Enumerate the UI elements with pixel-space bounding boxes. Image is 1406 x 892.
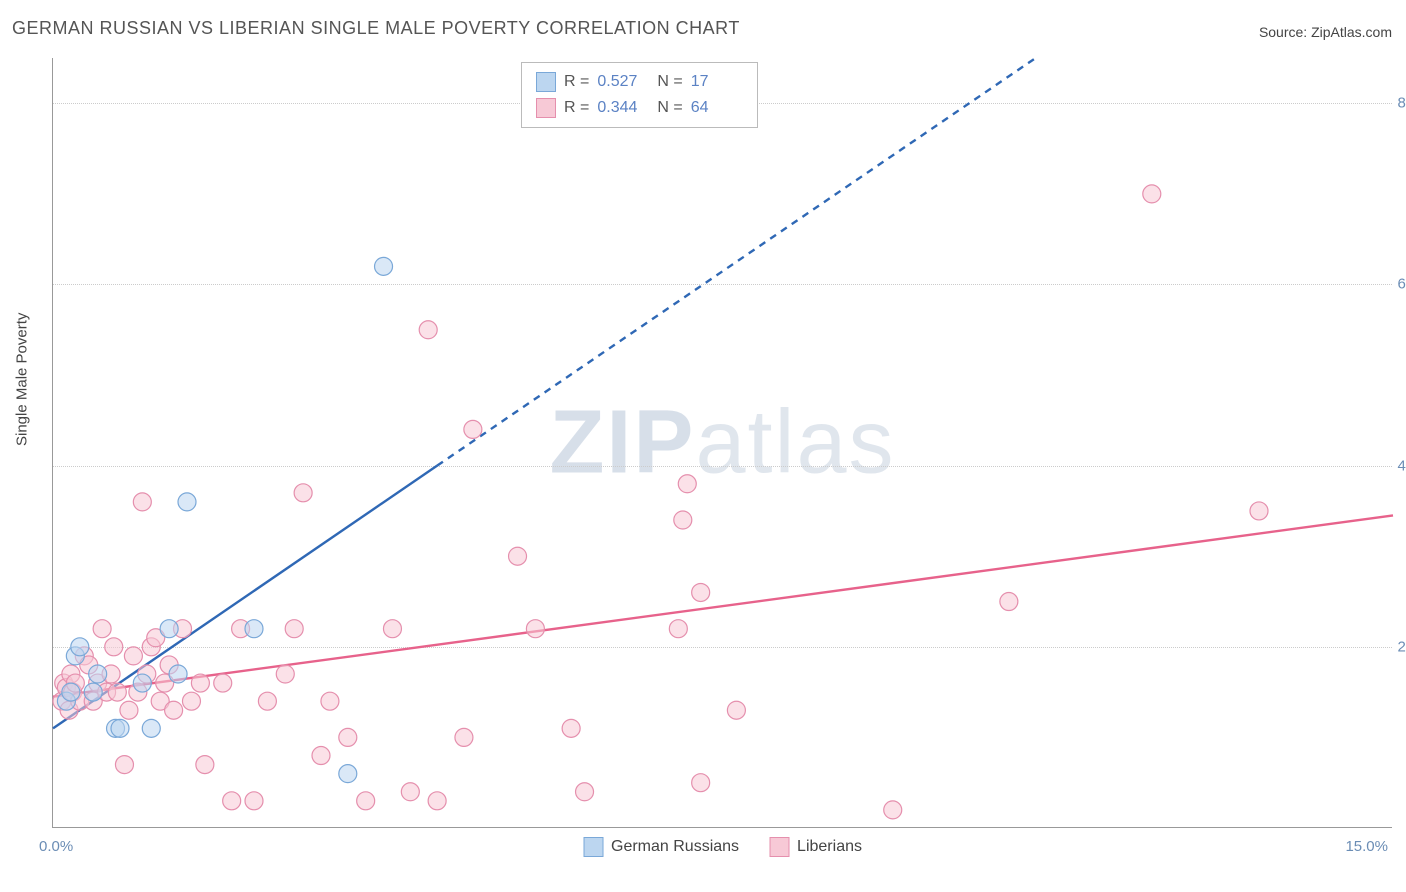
r-label: R = <box>564 73 589 91</box>
r-label: R = <box>564 99 589 117</box>
data-point <box>245 792 263 810</box>
chart-container: GERMAN RUSSIAN VS LIBERIAN SINGLE MALE P… <box>0 0 1406 892</box>
data-point <box>674 511 692 529</box>
swatch-blue-icon <box>583 837 603 857</box>
swatch-pink-icon <box>769 837 789 857</box>
data-point <box>455 728 473 746</box>
data-point <box>419 321 437 339</box>
data-point <box>526 620 544 638</box>
x-tick-right: 15.0% <box>1345 838 1388 855</box>
data-point <box>214 674 232 692</box>
data-point <box>1000 593 1018 611</box>
data-point <box>321 692 339 710</box>
data-point <box>223 792 241 810</box>
data-point <box>692 774 710 792</box>
data-point <box>133 493 151 511</box>
data-point <box>165 701 183 719</box>
y-tick-label: 20.0% <box>1397 638 1406 655</box>
r-row-blue: R = 0.527 N = 17 <box>536 69 743 95</box>
data-point <box>692 583 710 601</box>
data-point <box>312 747 330 765</box>
legend-item-pink: Liberians <box>769 837 862 857</box>
n-label: N = <box>657 99 682 117</box>
data-point <box>105 638 123 656</box>
r-row-pink: R = 0.344 N = 64 <box>536 95 743 121</box>
data-point <box>428 792 446 810</box>
data-point <box>108 683 126 701</box>
data-point <box>191 674 209 692</box>
data-point <box>178 493 196 511</box>
data-point <box>196 756 214 774</box>
correlation-legend: R = 0.527 N = 17 R = 0.344 N = 64 <box>521 62 758 128</box>
y-axis-label: Single Male Poverty <box>14 313 31 446</box>
data-point <box>124 647 142 665</box>
n-value-pink: 64 <box>691 99 743 117</box>
data-point <box>401 783 419 801</box>
y-tick-label: 60.0% <box>1397 276 1406 293</box>
data-point <box>375 257 393 275</box>
data-point <box>245 620 263 638</box>
data-point <box>669 620 687 638</box>
legend-label-blue: German Russians <box>611 838 739 856</box>
data-point <box>678 475 696 493</box>
data-point <box>576 783 594 801</box>
data-point <box>160 620 178 638</box>
data-point <box>169 665 187 683</box>
r-value-blue: 0.527 <box>597 73 649 91</box>
n-label: N = <box>657 73 682 91</box>
plot-svg <box>53 58 1392 827</box>
data-point <box>276 665 294 683</box>
swatch-pink-icon <box>536 98 556 118</box>
source-label: Source: ZipAtlas.com <box>1259 24 1392 40</box>
data-point <box>294 484 312 502</box>
data-point <box>357 792 375 810</box>
data-point <box>115 756 133 774</box>
y-tick-label: 40.0% <box>1397 457 1406 474</box>
data-point <box>884 801 902 819</box>
data-point <box>133 674 151 692</box>
data-point <box>383 620 401 638</box>
data-point <box>285 620 303 638</box>
data-point <box>93 620 111 638</box>
data-point <box>182 692 200 710</box>
data-point <box>509 547 527 565</box>
chart-title: GERMAN RUSSIAN VS LIBERIAN SINGLE MALE P… <box>12 18 740 39</box>
n-value-blue: 17 <box>691 73 743 91</box>
r-value-pink: 0.344 <box>597 99 649 117</box>
y-tick-label: 80.0% <box>1397 95 1406 112</box>
data-point <box>339 728 357 746</box>
data-point <box>62 683 80 701</box>
data-point <box>464 420 482 438</box>
data-point <box>1143 185 1161 203</box>
data-point <box>120 701 138 719</box>
legend-label-pink: Liberians <box>797 838 862 856</box>
data-point <box>1250 502 1268 520</box>
data-point <box>562 719 580 737</box>
data-point <box>111 719 129 737</box>
data-point <box>727 701 745 719</box>
legend-bottom: German Russians Liberians <box>583 837 862 857</box>
legend-item-blue: German Russians <box>583 837 739 857</box>
data-point <box>339 765 357 783</box>
data-point <box>258 692 276 710</box>
x-tick-left: 0.0% <box>39 838 73 855</box>
data-point <box>84 683 102 701</box>
data-point <box>71 638 89 656</box>
trend-line <box>53 515 1393 696</box>
plot-area: ZIPatlas 20.0%40.0%60.0%80.0% R = 0.527 … <box>52 58 1392 828</box>
data-point <box>89 665 107 683</box>
swatch-blue-icon <box>536 72 556 92</box>
data-point <box>142 719 160 737</box>
